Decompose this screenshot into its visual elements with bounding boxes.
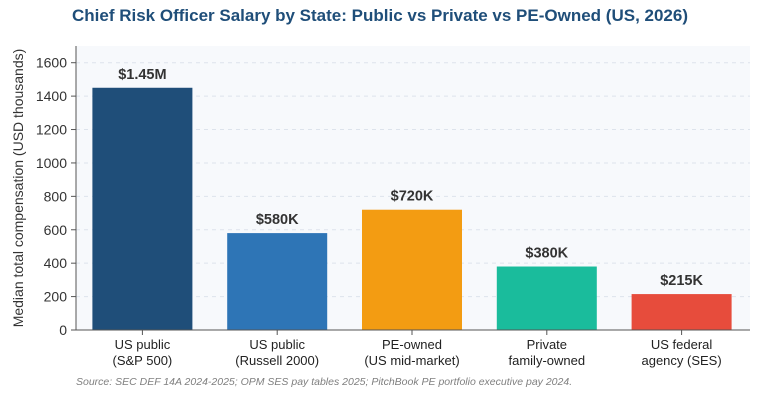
x-tick-label: US public	[249, 337, 305, 352]
data-labels: $1.45M $580K $720K $380K $215K	[118, 67, 703, 289]
y-tick-label: 1200	[36, 122, 67, 138]
x-tick-label: US federal	[651, 337, 713, 352]
bar	[227, 233, 328, 330]
x-tick-label: Private	[527, 337, 567, 352]
y-tick-label: 1600	[36, 55, 67, 71]
y-tick-label: 600	[44, 222, 68, 238]
bar	[496, 266, 597, 330]
y-tick-label: 1000	[36, 155, 67, 171]
x-tick-label: (Russell 2000)	[235, 353, 319, 368]
bar	[631, 294, 732, 330]
y-tick-label: 1400	[36, 88, 67, 104]
x-axis-ticks: US public(S&P 500)US public(Russell 2000…	[113, 330, 722, 368]
x-tick-label: US public	[115, 337, 171, 352]
source-note: Source: SEC DEF 14A 2024-2025; OPM SES p…	[76, 376, 573, 388]
x-tick-label: (S&P 500)	[113, 353, 173, 368]
y-tick-label: 800	[44, 188, 68, 204]
bar	[92, 87, 193, 330]
x-tick-label: (US mid-market)	[364, 353, 459, 368]
x-tick-label: agency (SES)	[641, 353, 721, 368]
data-label: $380K	[525, 246, 568, 262]
bar	[362, 209, 462, 330]
y-axis-label: Median total compensation (USD thousands…	[10, 49, 26, 328]
data-label: $580K	[256, 212, 299, 228]
data-label: $1.45M	[118, 67, 166, 83]
y-tick-label: 200	[44, 289, 68, 305]
y-axis-ticks: 0 200 400 600 800 1000 1200 1400 1600	[36, 55, 76, 338]
data-label: $720K	[391, 189, 434, 205]
data-label: $215K	[660, 273, 703, 289]
x-tick-label: PE-owned	[382, 337, 442, 352]
chart-title: Chief Risk Officer Salary by State: Publ…	[71, 6, 688, 25]
y-tick-label: 400	[44, 255, 68, 271]
x-tick-label: family-owned	[509, 353, 586, 368]
y-tick-label: 0	[59, 322, 67, 338]
bars-group	[92, 87, 732, 330]
